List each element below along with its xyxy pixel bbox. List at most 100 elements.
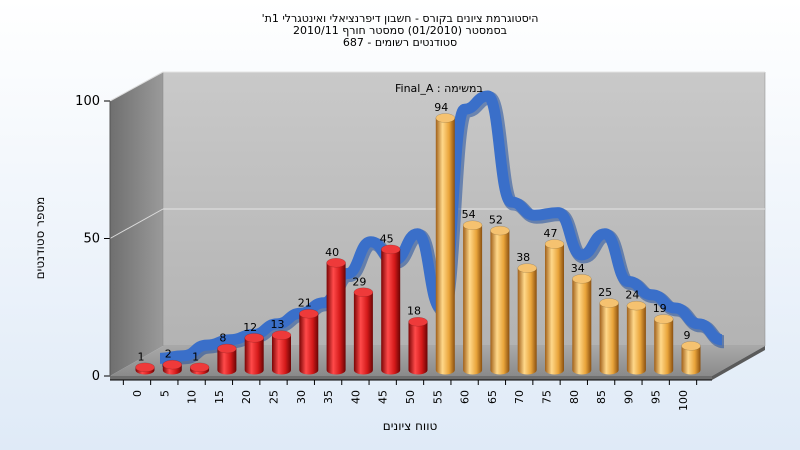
bar (462, 220, 483, 375)
gridline-wall (109, 71, 164, 102)
bar-top (162, 359, 183, 370)
bar-body (381, 249, 401, 375)
bar (299, 308, 319, 375)
bar-top (217, 343, 237, 354)
bar (271, 330, 292, 375)
bar-top (299, 308, 319, 319)
x-tick-label: 90 (622, 390, 635, 404)
bar-body (408, 321, 428, 375)
bar-top (244, 333, 264, 343)
bar (326, 258, 346, 375)
bar-top (572, 274, 592, 284)
bar-top (626, 300, 647, 311)
data-label: 47 (544, 227, 558, 240)
bar-top (653, 314, 674, 324)
data-label: 38 (516, 251, 530, 264)
x-tick-label: 0 (131, 390, 144, 397)
bar-top (490, 225, 510, 236)
bar-body (326, 262, 346, 375)
bar (217, 343, 237, 375)
x-tick-label: 10 (186, 390, 199, 404)
x-tick-label: 65 (486, 390, 499, 404)
data-label: 1 (192, 350, 199, 363)
bar-body (626, 305, 646, 375)
bar-body (545, 244, 564, 375)
bar-top (544, 239, 565, 249)
bar-body (572, 278, 592, 375)
bar-top (408, 316, 428, 327)
x-tick-label: 80 (568, 390, 581, 404)
bar (490, 225, 510, 375)
x-tick-label: 75 (541, 390, 554, 404)
bar-body (272, 335, 291, 375)
bar-top (517, 263, 537, 273)
data-label: 29 (352, 275, 366, 288)
bar-body (681, 345, 701, 375)
x-tick-label: 40 (349, 390, 362, 404)
bar-top (681, 341, 701, 351)
floor-right-edge (712, 346, 765, 380)
bar (135, 362, 155, 375)
bar-top (353, 287, 374, 298)
bar-top (326, 258, 346, 268)
y-tick-label: 0 (92, 369, 100, 384)
y-axis-title: מספר סטודנטים (33, 197, 47, 280)
bar (408, 316, 428, 375)
bar (189, 362, 210, 375)
bar-body (654, 319, 674, 375)
x-tick-label: 20 (240, 390, 253, 404)
bar (599, 298, 619, 375)
bar-top (599, 298, 619, 308)
data-label: 9 (684, 329, 691, 342)
bar-top (435, 113, 456, 123)
bar-body (490, 230, 510, 375)
bar-body (435, 118, 455, 375)
x-tick-label: 55 (431, 390, 444, 404)
data-label: 21 (298, 297, 312, 310)
chart-subtitle: Final_A : במשימה (395, 82, 483, 95)
x-tick-label: 85 (595, 390, 608, 404)
bar (435, 113, 456, 375)
bar-body (299, 313, 319, 375)
bar-top (462, 220, 483, 230)
x-tick-label: 95 (650, 390, 663, 404)
bar-body (353, 292, 373, 375)
data-label: 52 (489, 214, 503, 227)
data-label: 12 (243, 321, 257, 334)
data-label: 18 (407, 305, 421, 318)
bar (681, 341, 701, 375)
bar (626, 300, 647, 375)
bar-top (189, 362, 210, 373)
gridline-wall (109, 208, 164, 239)
chart-title-line-3: סטודנטים רשומים - 687 (342, 36, 458, 49)
chart-title-line-2: בסמסטר (01/2010) סמסטר חורף 2010/11 (293, 24, 507, 37)
data-label: 40 (325, 246, 339, 259)
bar-body (244, 337, 264, 375)
x-tick-label: 15 (213, 390, 226, 404)
x-tick-label: 50 (404, 390, 417, 404)
bar (244, 333, 264, 375)
bar (544, 239, 565, 375)
data-label: 24 (625, 289, 639, 302)
x-tick-label: 5 (158, 390, 171, 397)
bar (162, 359, 183, 375)
data-label: 45 (380, 232, 394, 245)
data-label: 94 (434, 101, 448, 114)
x-tick-label: 60 (459, 390, 472, 404)
x-axis-title: טווח ציונים (383, 419, 438, 433)
x-tick-label: 30 (295, 390, 308, 404)
floor-front-edge (110, 376, 712, 380)
chart-title-line-1: היסטוגרמת ציונים בקורס - חשבון דיפרנציאל… (261, 12, 539, 25)
bar (353, 287, 374, 375)
x-tick-label: 100 (677, 390, 690, 411)
bar (517, 263, 537, 375)
data-label: 19 (653, 302, 667, 315)
bar-body (217, 348, 237, 375)
x-tick-label: 45 (377, 390, 390, 404)
x-axis: 0 5 10 15 20 25 30 35 40 45 50 55 60 65 70 75 80 85 90 95 10… (110, 379, 712, 411)
data-label: 13 (271, 318, 285, 331)
bar (653, 314, 674, 375)
bar (380, 244, 401, 375)
